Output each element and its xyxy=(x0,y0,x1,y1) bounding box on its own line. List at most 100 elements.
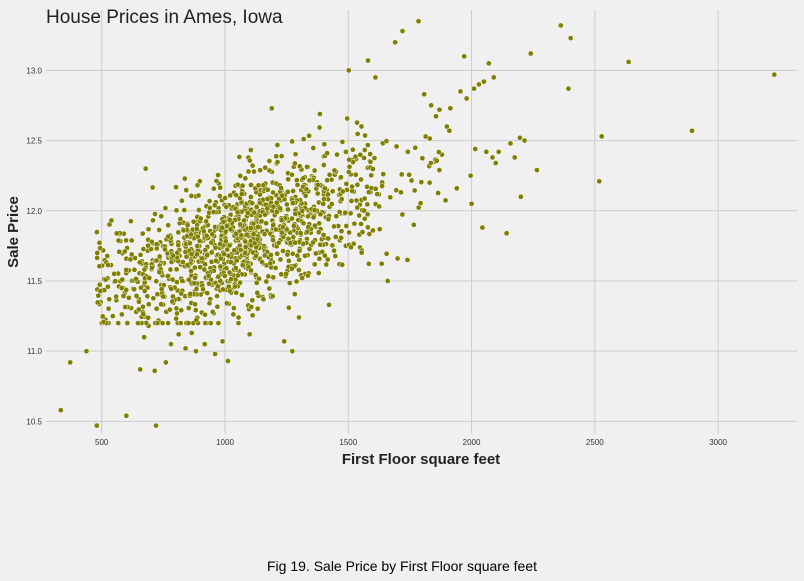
data-point xyxy=(215,320,222,326)
data-point xyxy=(321,141,328,148)
data-point xyxy=(222,228,229,235)
data-point xyxy=(306,132,313,139)
data-point xyxy=(128,218,134,225)
data-point xyxy=(239,262,246,268)
data-point xyxy=(175,229,182,236)
data-point xyxy=(481,78,487,85)
data-point xyxy=(274,209,280,215)
data-point xyxy=(320,201,327,207)
data-point xyxy=(507,140,514,147)
data-point xyxy=(338,196,345,202)
data-point xyxy=(358,249,365,256)
chart-svg: 500 1000 1500 2000 2500 3000 10.5 11.0 11.5 12.0 1… xyxy=(5,7,797,468)
data-point xyxy=(115,237,122,244)
data-point xyxy=(350,146,356,153)
data-point xyxy=(521,137,528,144)
data-point xyxy=(152,211,158,217)
data-point xyxy=(202,247,209,253)
data-point xyxy=(150,295,157,302)
data-point xyxy=(347,210,354,217)
data-point xyxy=(173,315,179,322)
data-point xyxy=(316,124,323,131)
data-point xyxy=(203,232,210,239)
data-point xyxy=(372,74,379,81)
data-point xyxy=(374,191,381,197)
data-point xyxy=(121,248,128,255)
data-point xyxy=(268,105,275,112)
data-point xyxy=(115,320,122,326)
data-point xyxy=(263,278,270,285)
data-point xyxy=(205,272,212,279)
data-point xyxy=(406,171,412,178)
data-point xyxy=(354,204,361,211)
data-point xyxy=(192,307,199,313)
data-point xyxy=(270,274,277,281)
data-point xyxy=(345,169,352,175)
data-point xyxy=(97,245,103,251)
data-point xyxy=(278,271,285,278)
data-point xyxy=(193,348,199,355)
data-point xyxy=(354,181,361,188)
data-point xyxy=(435,190,441,196)
data-point xyxy=(408,177,415,184)
data-point xyxy=(279,229,285,236)
data-point xyxy=(273,226,279,233)
data-point xyxy=(292,239,299,246)
data-point xyxy=(128,237,135,244)
data-point xyxy=(225,283,232,290)
data-point xyxy=(187,240,193,247)
data-point xyxy=(106,296,113,303)
data-point xyxy=(317,211,324,218)
data-point xyxy=(131,266,138,273)
data-point xyxy=(179,197,185,204)
data-point xyxy=(175,242,182,248)
data-point xyxy=(338,174,344,181)
data-point xyxy=(326,171,333,178)
data-point xyxy=(357,151,364,158)
data-point xyxy=(234,181,241,188)
data-point xyxy=(272,265,279,271)
data-point xyxy=(435,149,442,155)
data-point xyxy=(57,407,64,413)
data-point xyxy=(426,179,433,186)
data-point xyxy=(325,216,332,223)
data-point xyxy=(153,422,159,429)
data-point xyxy=(290,223,297,229)
data-point xyxy=(254,224,261,230)
data-point xyxy=(137,251,144,258)
data-point xyxy=(398,189,404,196)
data-point xyxy=(223,265,230,272)
data-point xyxy=(453,185,460,192)
data-point xyxy=(322,185,328,192)
data-point xyxy=(230,311,237,318)
y-axis-label: Sale Price xyxy=(5,196,22,268)
data-point xyxy=(212,351,218,357)
data-point xyxy=(173,305,180,312)
data-point xyxy=(343,181,350,187)
data-point xyxy=(244,210,251,216)
data-point xyxy=(361,215,368,222)
data-point xyxy=(346,163,353,170)
data-point xyxy=(275,240,282,246)
data-point xyxy=(257,167,263,174)
data-point xyxy=(367,158,374,165)
data-point xyxy=(94,299,101,306)
data-point xyxy=(345,67,352,74)
data-point xyxy=(325,235,332,242)
y-tick-label: 12.0 xyxy=(26,207,42,216)
y-tick-label: 11.0 xyxy=(27,347,43,356)
data-point xyxy=(289,215,295,222)
data-point xyxy=(394,255,401,262)
data-point xyxy=(290,234,297,240)
data-point xyxy=(210,209,217,215)
data-point xyxy=(185,305,192,311)
data-point xyxy=(181,207,188,213)
x-tick-label: 500 xyxy=(95,438,109,447)
data-point xyxy=(183,187,190,193)
data-point xyxy=(442,197,449,204)
data-point xyxy=(145,301,152,308)
data-point xyxy=(212,244,219,251)
data-point xyxy=(598,133,605,140)
data-point xyxy=(490,74,497,81)
data-point xyxy=(217,263,224,270)
